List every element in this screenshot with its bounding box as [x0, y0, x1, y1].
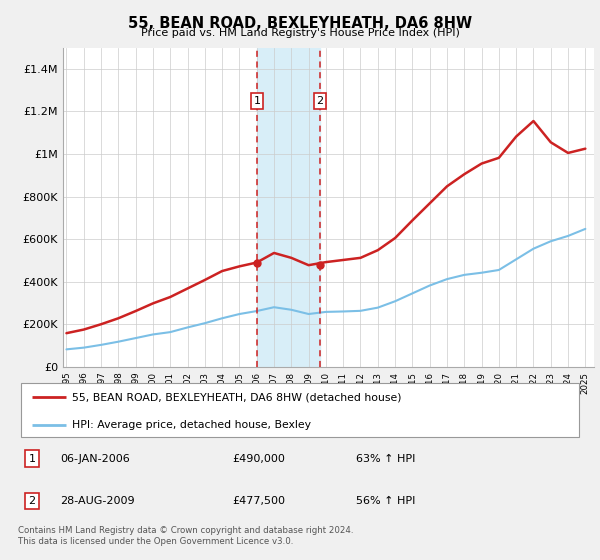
FancyBboxPatch shape — [21, 383, 579, 437]
Text: HPI: Average price, detached house, Bexley: HPI: Average price, detached house, Bexl… — [71, 420, 311, 430]
Text: 55, BEAN ROAD, BEXLEYHEATH, DA6 8HW (detached house): 55, BEAN ROAD, BEXLEYHEATH, DA6 8HW (det… — [71, 392, 401, 402]
Text: 55, BEAN ROAD, BEXLEYHEATH, DA6 8HW: 55, BEAN ROAD, BEXLEYHEATH, DA6 8HW — [128, 16, 472, 31]
Text: 2: 2 — [316, 96, 323, 106]
Text: 28-AUG-2009: 28-AUG-2009 — [60, 496, 135, 506]
Bar — [257, 48, 320, 367]
Text: Price paid vs. HM Land Registry's House Price Index (HPI): Price paid vs. HM Land Registry's House … — [140, 28, 460, 38]
Text: Contains HM Land Registry data © Crown copyright and database right 2024.
This d: Contains HM Land Registry data © Crown c… — [18, 526, 353, 546]
Text: 56% ↑ HPI: 56% ↑ HPI — [356, 496, 416, 506]
Text: 1: 1 — [29, 454, 35, 464]
Text: 1: 1 — [254, 96, 260, 106]
Text: £490,000: £490,000 — [232, 454, 285, 464]
Text: £477,500: £477,500 — [232, 496, 286, 506]
Text: 63% ↑ HPI: 63% ↑ HPI — [356, 454, 416, 464]
Text: 2: 2 — [29, 496, 35, 506]
Text: 06-JAN-2006: 06-JAN-2006 — [60, 454, 130, 464]
